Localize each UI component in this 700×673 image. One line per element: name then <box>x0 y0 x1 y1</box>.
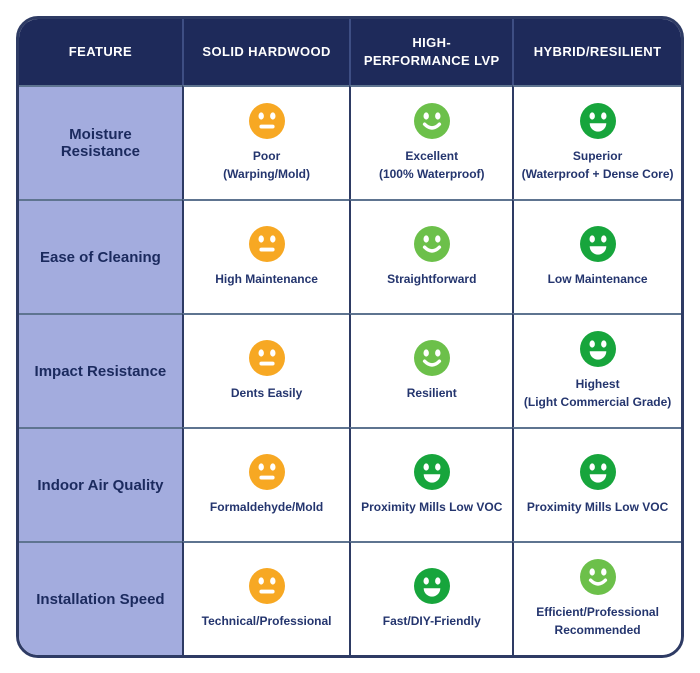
table-cell: Low Maintenance <box>512 199 681 313</box>
column-header-lvp: HIGH-PERFORMANCE LVP <box>349 19 513 85</box>
neutral-face-icon <box>248 567 285 604</box>
cell-caption: Straightforward <box>387 271 477 286</box>
cell-caption: Formaldehyde/Mold <box>209 499 324 514</box>
table-cell: Dents Easily <box>181 313 350 427</box>
smile-face-icon <box>413 103 450 140</box>
neutral-face-icon <box>248 103 285 140</box>
neutral-face-icon <box>248 339 285 376</box>
feature-label-indoor-air-quality: Indoor Air Quality <box>19 427 182 541</box>
table-cell: High Maintenance <box>181 199 350 313</box>
table-cell: Excellent (100% Waterproof) <box>349 85 513 199</box>
cell-caption: Highest (Light Commercial Grade) <box>523 377 672 409</box>
table-cell: Highest (Light Commercial Grade) <box>512 313 681 427</box>
column-header-solid-hardwood: SOLID HARDWOOD <box>181 19 350 85</box>
smile-face-icon <box>413 339 450 376</box>
cell-caption: Dents Easily <box>230 385 303 400</box>
cell-caption: Excellent (100% Waterproof) <box>378 149 485 181</box>
table-cell: Proximity Mills Low VOC <box>512 427 681 541</box>
table-cell: Formaldehyde/Mold <box>181 427 350 541</box>
table-cell: Fast/DIY-Friendly <box>349 541 513 655</box>
column-header-feature: FEATURE <box>19 19 182 85</box>
feature-label-moisture-resistance: Moisture Resistance <box>19 85 182 199</box>
grin-face-icon <box>579 331 616 368</box>
column-header-hybrid: HYBRID/RESILIENT <box>512 19 681 85</box>
feature-label-impact-resistance: Impact Resistance <box>19 313 182 427</box>
table-cell: Superior (Waterproof + Dense Core) <box>512 85 681 199</box>
cell-caption: Technical/Professional <box>201 613 332 628</box>
table-cell: Poor (Warping/Mold) <box>181 85 350 199</box>
cell-caption: Resilient <box>406 385 457 400</box>
cell-caption: Superior (Waterproof + Dense Core) <box>521 149 674 181</box>
smile-face-icon <box>413 225 450 262</box>
flooring-comparison-table: FEATURE SOLID HARDWOOD HIGH-PERFORMANCE … <box>16 16 684 658</box>
cell-caption: Efficient/Professional Recommended <box>536 605 659 637</box>
neutral-face-icon <box>248 453 285 490</box>
feature-label-ease-of-cleaning: Ease of Cleaning <box>19 199 182 313</box>
cell-caption: Fast/DIY-Friendly <box>382 613 481 628</box>
table-cell: Straightforward <box>349 199 513 313</box>
grin-face-icon <box>579 103 616 140</box>
grin-face-icon <box>413 567 450 604</box>
cell-caption: High Maintenance <box>215 271 318 286</box>
grin-face-icon <box>579 453 616 490</box>
table-cell: Resilient <box>349 313 513 427</box>
smile-face-icon <box>579 559 616 596</box>
grin-face-icon <box>413 453 450 490</box>
table-cell: Proximity Mills Low VOC <box>349 427 513 541</box>
cell-caption: Proximity Mills Low VOC <box>526 499 669 514</box>
table-cell: Efficient/Professional Recommended <box>512 541 681 655</box>
grin-face-icon <box>579 225 616 262</box>
cell-caption: Low Maintenance <box>547 271 648 286</box>
feature-label-installation-speed: Installation Speed <box>19 541 182 655</box>
table-cell: Technical/Professional <box>181 541 350 655</box>
cell-caption: Poor (Warping/Mold) <box>223 149 311 181</box>
neutral-face-icon <box>248 225 285 262</box>
cell-caption: Proximity Mills Low VOC <box>361 499 503 514</box>
